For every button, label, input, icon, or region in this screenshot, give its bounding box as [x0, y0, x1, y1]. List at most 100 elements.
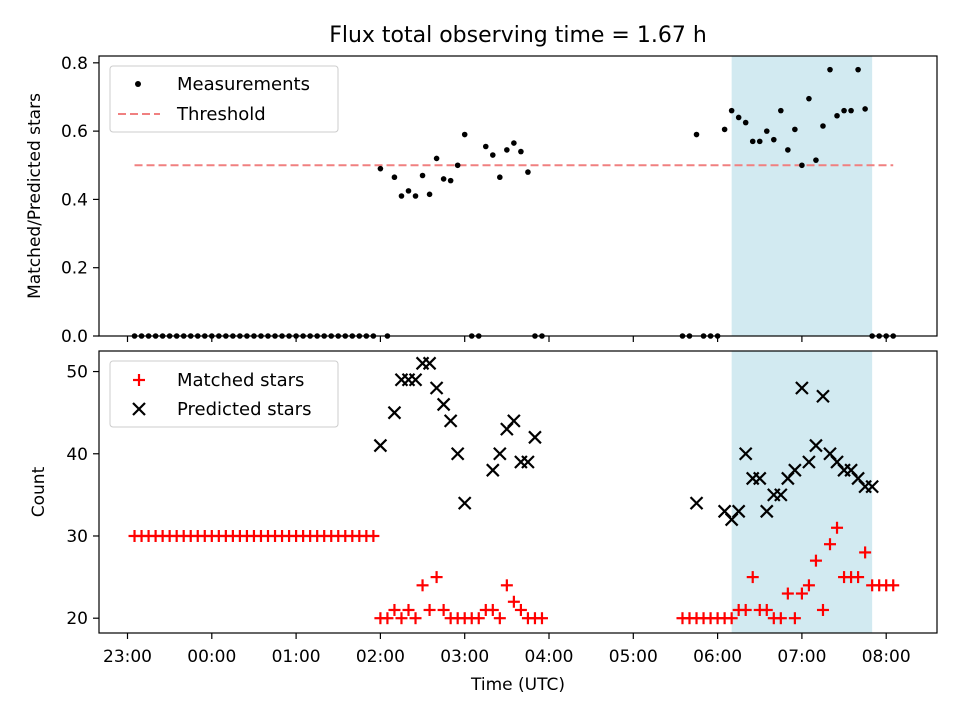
measurement-point — [490, 152, 496, 158]
measurement-point — [827, 66, 833, 73]
predicted-star-point — [689, 496, 704, 510]
measurement-point — [771, 136, 777, 143]
measurement-point — [848, 107, 854, 114]
top-panel-highlight-span — [731, 56, 873, 336]
top-panel-y-axis-label: Matched/Predicted stars — [25, 93, 45, 299]
measurement-point — [834, 112, 840, 119]
measurement-point — [377, 165, 384, 172]
matched-star-point — [507, 595, 520, 608]
matched-star-point — [388, 603, 401, 616]
measurement-point — [820, 123, 826, 129]
bottom-panel-marks — [128, 356, 900, 625]
legend-label-measurements: Measurements — [177, 74, 310, 95]
matched-star-point — [859, 546, 872, 559]
matched-star-point — [824, 538, 836, 551]
predicted-star-point — [752, 471, 767, 486]
measurement-point — [391, 174, 398, 181]
legend-marker-measurements — [135, 81, 141, 87]
predicted-star-point — [731, 504, 746, 519]
predicted-star-point — [759, 504, 774, 519]
matched-star-point — [739, 603, 752, 616]
predicted-star-point — [429, 381, 444, 395]
matched-star-point — [788, 612, 801, 625]
measurement-point — [426, 191, 433, 198]
measurement-point — [855, 66, 861, 73]
measurement-point — [778, 107, 784, 114]
measurement-point — [398, 193, 405, 199]
bottom-panel: 20 30 40 50 23:00 00:00 01:00 02:00 03:00 04:00 0… — [29, 350, 938, 695]
predicted-star-point — [865, 479, 879, 494]
measurement-point — [405, 188, 412, 194]
bottom-y-tick-label: 50 — [66, 363, 88, 383]
predicted-star-point — [521, 455, 535, 469]
legend-label-matched-stars: Matched stars — [177, 370, 304, 391]
matched-star-point — [746, 571, 759, 584]
measurement-point — [518, 148, 524, 155]
predicted-star-point — [450, 446, 465, 461]
x-tick-label: 07:00 — [777, 647, 826, 667]
legend-marker-matched-stars — [133, 374, 145, 386]
matched-star-point — [472, 612, 485, 625]
matched-star-point — [430, 571, 443, 584]
matched-star-point — [831, 521, 844, 534]
measurement-point — [482, 143, 489, 150]
measurement-point — [504, 147, 510, 153]
matched-star-point — [395, 612, 408, 625]
x-tick-label: 03:00 — [440, 647, 489, 667]
predicted-star-point — [387, 405, 402, 420]
figure-title: Flux total observing time = 1.67 h — [329, 23, 707, 48]
top-panel-frame — [98, 55, 938, 337]
measurement-point — [862, 106, 868, 112]
predicted-star-point — [816, 389, 830, 403]
matched-star-point — [802, 579, 815, 592]
matched-star-point — [437, 603, 450, 616]
predicted-star-point — [795, 381, 809, 395]
matched-star-point — [409, 612, 422, 625]
top-panel-x-ticks — [126, 336, 887, 342]
matched-star-point — [795, 587, 808, 600]
x-axis-label: Time (UTC) — [470, 675, 565, 695]
matched-star-point — [402, 603, 415, 616]
predicted-star-point — [457, 496, 472, 510]
measurement-point — [792, 126, 798, 133]
legend-label-threshold: Threshold — [176, 104, 266, 125]
measurement-point — [785, 147, 791, 153]
matched-star-point — [381, 612, 394, 625]
measurement-point — [749, 138, 756, 145]
matched-star-point — [809, 554, 822, 567]
measurement-point — [742, 119, 749, 126]
predicted-star-point — [788, 463, 802, 477]
top-y-tick-label: 0.2 — [61, 259, 88, 279]
x-tick-label: 23:00 — [103, 647, 152, 667]
legend-marker-predicted-stars — [132, 402, 146, 416]
matched-star-point — [887, 579, 900, 592]
bottom-panel-frame — [98, 350, 938, 634]
predicted-star-point — [507, 414, 521, 428]
bottom-y-tick-label: 30 — [66, 527, 88, 547]
predicted-star-point — [486, 463, 500, 477]
matched-star-point — [852, 571, 865, 584]
x-tick-label: 00:00 — [187, 647, 236, 667]
measurement-point — [419, 172, 426, 179]
measurement-point — [841, 107, 847, 114]
top-panel-y-ticks: 0.0 0.2 0.4 0.6 0.8 — [61, 54, 99, 347]
top-y-tick-label: 0.6 — [61, 122, 88, 142]
predicted-star-point — [738, 446, 753, 461]
x-tick-label: 02:00 — [356, 647, 405, 667]
x-tick-label: 08:00 — [862, 647, 911, 667]
measurement-point — [440, 176, 447, 182]
top-y-tick-label: 0.0 — [61, 327, 88, 347]
top-y-tick-label: 0.4 — [61, 190, 88, 210]
measurement-point — [461, 131, 468, 138]
measurement-point — [412, 193, 419, 199]
bottom-y-tick-label: 40 — [66, 445, 88, 465]
matched-star-point — [781, 587, 794, 600]
top-legend-box — [109, 65, 339, 133]
measurement-point — [799, 162, 805, 169]
measurement-point — [447, 177, 454, 184]
predicted-star-point — [774, 488, 788, 502]
bottom-panel-x-ticks: 23:00 00:00 01:00 02:00 03:00 04:00 05:00 06:00… — [103, 633, 911, 667]
measurement-point — [735, 114, 742, 121]
measurement-point — [806, 95, 812, 102]
